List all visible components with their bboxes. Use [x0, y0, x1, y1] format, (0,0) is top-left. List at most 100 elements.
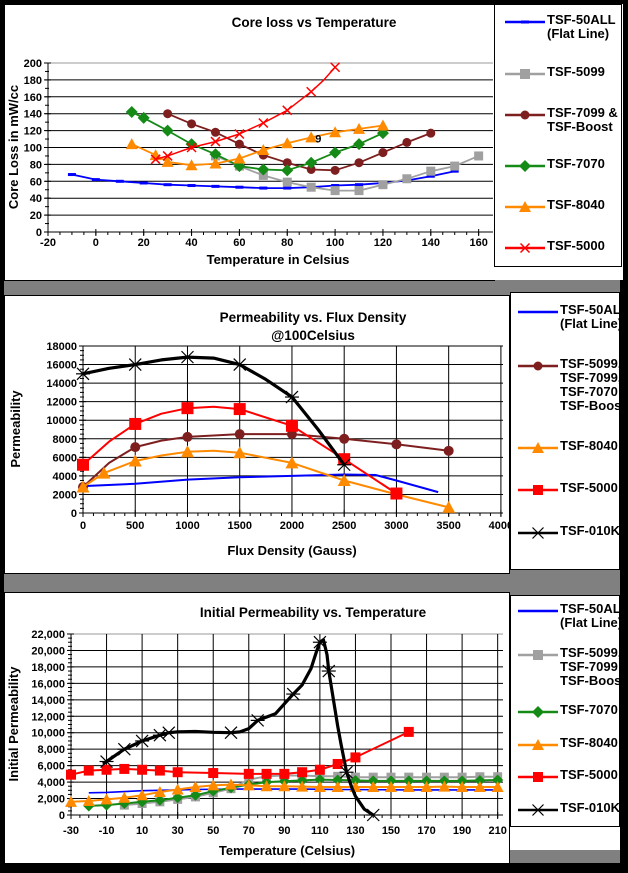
svg-text:190: 190	[453, 825, 471, 837]
svg-text:12000: 12000	[46, 397, 77, 409]
diamond-marker-icon	[518, 706, 558, 719]
series-tsf-5000	[77, 402, 403, 500]
document-background: 9 -20 0 20 40 60 80 100 120 140 160 0 20 40 60 80 100 120…	[4, 4, 628, 864]
svg-text:22,000: 22,000	[31, 629, 65, 641]
star-marker-icon	[518, 804, 558, 816]
chart-title: @100Celsius	[271, 328, 355, 343]
permeability-flux-chart: 0 500 1000 1500 2000 2500 3000 3500 4000 0 2000 400…	[8, 310, 509, 558]
legend-item: TSF-7070	[503, 157, 621, 174]
core-loss-chart: 9-20 0 20 40 60 80 100 120 140 160020406080100120…	[6, 15, 493, 267]
svg-text:16,000: 16,000	[31, 678, 65, 690]
svg-text:6,000: 6,000	[37, 761, 65, 773]
svg-text:20: 20	[30, 210, 42, 222]
svg-text:-10: -10	[99, 825, 115, 837]
svg-text:8,000: 8,000	[37, 744, 65, 756]
x-axis-title: Temperature (Celsius)	[219, 843, 355, 858]
svg-text:10000: 10000	[46, 415, 77, 427]
svg-text:140: 140	[422, 237, 440, 249]
series-tsf-8040	[65, 778, 504, 807]
legend-item: TSF-5000	[516, 481, 619, 498]
svg-text:160: 160	[469, 237, 487, 249]
svg-text:3000: 3000	[384, 520, 408, 532]
svg-text:0: 0	[93, 237, 99, 249]
svg-text:500: 500	[126, 520, 144, 532]
y-tick-labels: 0 2000 4000 6000 8000 10000 12000 14000 16000 180…	[46, 341, 77, 520]
svg-text:4,000: 4,000	[37, 777, 65, 789]
svg-text:90: 90	[278, 825, 290, 837]
svg-text:150: 150	[382, 825, 400, 837]
svg-text:210: 210	[488, 825, 506, 837]
x-axis-title: Temperature in Celsius	[207, 252, 350, 267]
legend-item: TSF-7070	[516, 703, 619, 720]
legend-item: TSF-8040	[516, 437, 619, 456]
x-axis-title: Flux Density (Gauss)	[227, 543, 356, 558]
svg-text:2000: 2000	[280, 520, 304, 532]
svg-text:70: 70	[243, 825, 255, 837]
svg-text:18000: 18000	[46, 341, 77, 353]
square-marker-icon	[518, 649, 558, 660]
core-loss-legend: TSF-50ALL (Flat Line) TSF-5099 TSF-7099 & TS…	[494, 4, 622, 267]
y-axis-title: Initial Permeability	[6, 666, 21, 782]
svg-text:0: 0	[71, 508, 77, 520]
legend-label: TSF-7099 & TSF-Boost	[547, 104, 618, 134]
svg-text:40: 40	[30, 193, 42, 205]
chart-title: Initial Permeability vs. Temperature	[200, 605, 427, 620]
legend-item: TSF-8040	[503, 198, 621, 215]
svg-text:0: 0	[36, 227, 42, 239]
square-marker-icon	[518, 485, 558, 496]
svg-text:120: 120	[24, 126, 42, 138]
legend-label: TSF-8040	[560, 437, 618, 453]
legend-label: TSF-8040	[547, 197, 605, 213]
svg-text:2,000: 2,000	[37, 794, 65, 806]
diamond-marker-icon	[505, 160, 545, 173]
svg-text:100: 100	[326, 237, 344, 249]
core-loss-chart-panel: 9 -20 0 20 40 60 80 100 120 140 160 0 20 40 60 80 100 120…	[4, 4, 495, 281]
legend-item: TSF-7099 & TSF-Boost	[503, 104, 621, 134]
legend-label: TSF-5000	[560, 767, 618, 783]
svg-text:-30: -30	[63, 825, 79, 837]
triangle-marker-icon	[518, 738, 558, 750]
svg-text:180: 180	[24, 75, 42, 87]
svg-text:4000: 4000	[489, 520, 509, 532]
svg-text:6000: 6000	[53, 452, 77, 464]
permeability-flux-legend: TSF-50ALL (Flat Line) TSF-5099, TSF-7099, TS…	[510, 292, 628, 570]
svg-text:130: 130	[346, 825, 364, 837]
y-tick-labels: 0 2,000 4,000 6,000 8,000 10,000 12,000 14,000 1…	[31, 629, 65, 822]
legend-label: TSF-5099, TSF-7099, TSF-7070 & TSF-Boost	[560, 355, 628, 413]
legend-item: TSF-8040	[516, 735, 619, 753]
legend-item: TSF-5000	[516, 768, 619, 785]
legend-backdrop	[510, 824, 620, 850]
x-marker-icon	[505, 242, 545, 254]
initial-permeability-legend: TSF-50ALL (Flat Line) TSF-5099, TSF-7099 & T…	[510, 595, 628, 827]
svg-text:18,000: 18,000	[31, 662, 65, 674]
svg-text:20,000: 20,000	[31, 645, 65, 657]
legend-item: TSF-010K	[516, 524, 620, 541]
svg-text:140: 140	[24, 109, 42, 121]
svg-text:-20: -20	[40, 237, 56, 249]
chart-title: Permeability vs. Flux Density	[220, 310, 407, 325]
series-tsf-5099-tsf-7099-tsf-7070-tsf-boost	[78, 429, 454, 493]
triangle-marker-icon	[505, 201, 545, 213]
svg-text:60: 60	[30, 176, 42, 188]
legend-label: TSF-010K	[560, 799, 620, 815]
legend-item: TSF-5099, TSF-7099 & TSF-Boost	[516, 645, 628, 688]
legend-label: TSF-50ALL (Flat Line)	[560, 601, 628, 630]
legend-item: TSF-50ALL (Flat Line)	[503, 13, 621, 41]
dash-marker-icon	[505, 20, 545, 24]
line-marker-icon	[518, 310, 558, 314]
legend-item: TSF-5000	[503, 238, 621, 256]
star-marker-icon	[518, 527, 558, 539]
svg-text:10,000: 10,000	[31, 728, 65, 740]
svg-text:80: 80	[281, 237, 293, 249]
svg-text:3500: 3500	[436, 520, 460, 532]
legend-item: TSF-50ALL (Flat Line)	[516, 602, 628, 630]
legend-label: TSF-7070	[560, 702, 618, 718]
legend-label: TSF-7070	[547, 156, 605, 172]
series-tsf-010k	[76, 350, 352, 472]
svg-text:110: 110	[311, 825, 329, 837]
y-tick-labels: 0 20 40 60 80 100 120 140 160 180 200	[24, 58, 42, 239]
svg-text:16000: 16000	[46, 360, 77, 372]
svg-text:0: 0	[59, 810, 65, 822]
svg-text:60: 60	[233, 237, 245, 249]
